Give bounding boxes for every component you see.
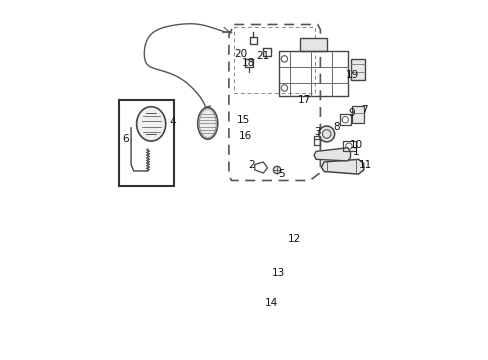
- Text: 8: 8: [332, 122, 339, 131]
- Text: 15: 15: [236, 115, 249, 125]
- Circle shape: [268, 270, 277, 279]
- Bar: [119, 100, 174, 186]
- Polygon shape: [313, 148, 350, 161]
- Text: 13: 13: [271, 268, 284, 278]
- Text: 12: 12: [287, 234, 300, 244]
- Text: 19: 19: [345, 70, 358, 80]
- Text: 11: 11: [358, 159, 371, 170]
- Text: 16: 16: [238, 131, 251, 140]
- Text: 10: 10: [349, 140, 363, 149]
- Ellipse shape: [136, 107, 165, 141]
- Text: 14: 14: [264, 298, 277, 308]
- Text: 6: 6: [122, 134, 129, 144]
- Bar: [351, 107, 363, 123]
- Ellipse shape: [284, 244, 295, 260]
- Text: 2: 2: [247, 159, 254, 170]
- Text: 18: 18: [242, 58, 255, 68]
- Circle shape: [273, 166, 280, 174]
- Text: 3: 3: [313, 127, 320, 137]
- Bar: [350, 59, 365, 80]
- Text: 17: 17: [297, 95, 310, 105]
- Text: 5: 5: [278, 169, 285, 179]
- Text: 9: 9: [348, 108, 355, 118]
- Circle shape: [318, 126, 334, 142]
- Text: 7: 7: [361, 105, 367, 114]
- Text: 4: 4: [169, 117, 176, 127]
- Ellipse shape: [197, 108, 217, 139]
- Ellipse shape: [273, 237, 288, 256]
- Text: 20: 20: [234, 49, 247, 59]
- Text: 21: 21: [256, 51, 269, 61]
- Ellipse shape: [278, 241, 291, 258]
- Bar: [300, 38, 326, 51]
- Circle shape: [263, 298, 271, 306]
- Polygon shape: [321, 159, 363, 174]
- Text: 1: 1: [352, 148, 358, 157]
